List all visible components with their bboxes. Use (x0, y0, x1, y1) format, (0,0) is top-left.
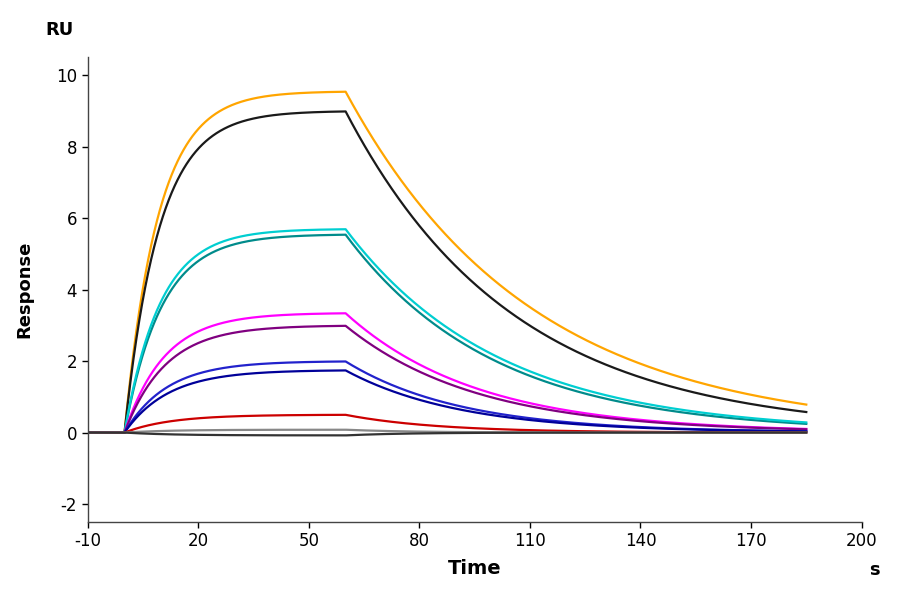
Text: s: s (869, 562, 880, 580)
Text: RU: RU (45, 21, 73, 39)
Y-axis label: Response: Response (15, 241, 33, 338)
X-axis label: Time: Time (448, 559, 501, 578)
